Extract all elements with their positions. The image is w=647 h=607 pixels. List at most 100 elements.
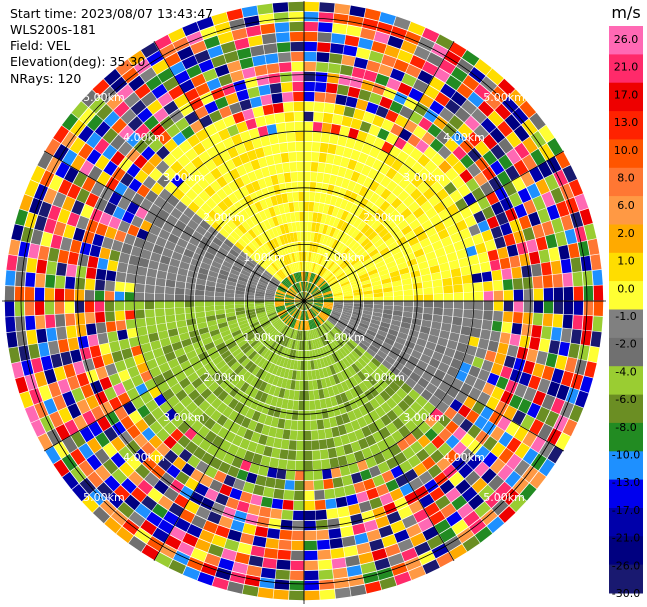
ppi-gate [304,61,316,72]
ppi-gate [159,401,172,414]
ppi-gate [434,519,451,534]
ppi-gate [252,484,265,496]
ppi-gate [211,333,222,342]
ppi-gate [130,246,143,257]
colorbar-swatch [609,536,643,566]
ppi-gate [397,538,414,553]
ppi-gate [517,187,532,203]
ppi-gate [117,84,134,101]
ppi-gate [309,191,316,202]
ppi-gate [284,302,295,304]
ppi-gate [561,370,574,387]
ppi-gate [53,125,69,144]
ppi-gate [186,134,201,148]
ppi-gate [296,252,300,262]
ppi-gate [381,54,397,68]
ppi-gate [457,527,474,544]
ppi-gate [383,309,393,315]
ppi-gate [401,316,412,324]
ppi-gate [325,153,335,164]
ppi-gate [509,394,523,410]
ppi-gate [522,227,535,241]
colorbar-tick-label: 0.0 [617,282,635,295]
ppi-gate [229,571,246,584]
ppi-gate [337,135,348,147]
ppi-gate [126,439,141,455]
ppi-gate [415,395,428,408]
ppi-gate [268,228,276,239]
ppi-gate [385,479,399,492]
ppi-gate [118,430,133,446]
ppi-gate [423,294,434,301]
ppi-gate [220,264,231,273]
ppi-gate [70,154,86,171]
ppi-gate [320,285,330,291]
ppi-gate [188,236,200,247]
ppi-gate [292,329,297,339]
range-ring-label: 1.00km [323,331,365,344]
ppi-gate [205,393,217,405]
ppi-gate [78,143,94,160]
ppi-gate [304,440,312,451]
ppi-gate [307,272,310,282]
ppi-gate [164,52,181,68]
ppi-gate [318,389,325,399]
ppi-gate [367,168,379,180]
colorbar-swatch [609,394,643,424]
ppi-gate [215,313,226,320]
ppi-gate [264,197,273,208]
ppi-gate [392,310,403,317]
ppi-gate [522,312,533,325]
ppi-gate [254,168,264,180]
ppi-gate [431,272,442,281]
ppi-gate [384,236,396,247]
ppi-gate [279,224,286,235]
ppi-gate [304,161,311,172]
ppi-gate [362,336,373,344]
ppi-gate [360,339,371,348]
ppi-gate [494,236,506,249]
ppi-gate [215,232,227,243]
ppi-gate [86,132,102,149]
ppi-gate [322,257,329,267]
ppi-gate [582,315,593,331]
ppi-gate [468,67,486,83]
ppi-gate [486,215,500,229]
ppi-gate [326,508,339,519]
ppi-gate [538,125,555,143]
ppi-gate [292,309,299,318]
ppi-gate [373,382,384,394]
ppi-gate [327,276,336,284]
ppi-gate [167,328,179,337]
colorbar-swatch [609,139,643,169]
ppi-gate [522,277,533,289]
ppi-gate [331,285,341,291]
ppi-gate [304,301,311,309]
ppi-gate [422,61,439,76]
ppi-gate [14,286,25,301]
ppi-gate [85,312,96,324]
ppi-gate [231,265,242,273]
ppi-gate [417,154,431,167]
ppi-gate [44,368,57,385]
ppi-gate [178,140,192,154]
ppi-gate [532,276,543,289]
ppi-gate [210,193,222,205]
ppi-gate [462,236,475,249]
ppi-gate [391,159,404,172]
ppi-gate [304,331,307,341]
ppi-gate [347,226,357,237]
ppi-gate [157,519,174,535]
ppi-gate [548,247,560,262]
ppi-gate [304,360,308,371]
ppi-gate [118,446,134,462]
ppi-gate [293,101,304,112]
ppi-gate [198,267,209,276]
ppi-gate [272,237,280,248]
ppi-gate [478,100,494,117]
ppi-gate [146,50,164,67]
ppi-gate [493,301,504,311]
ppi-gate [307,231,312,242]
ppi-gate [422,526,439,541]
colorbar-tick-label: 26.0 [614,33,639,46]
